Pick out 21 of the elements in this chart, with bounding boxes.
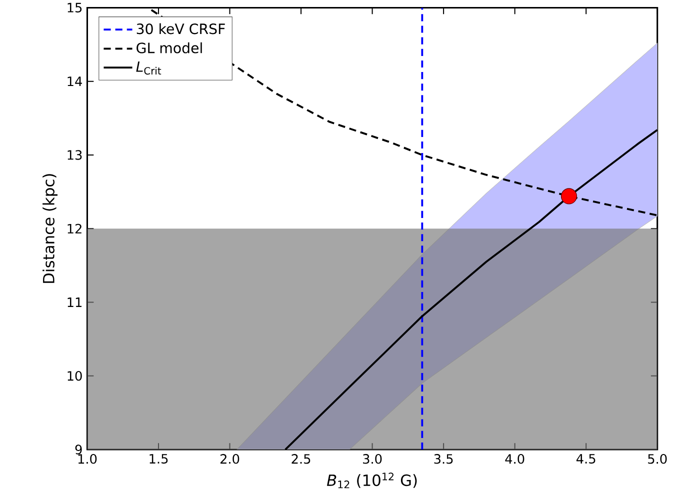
x-tick-label: 1.5 bbox=[150, 454, 168, 464]
y-tick-label: 14 bbox=[68, 76, 82, 86]
y-tick-label: 9 bbox=[75, 444, 82, 455]
x-tick-label: 4.0 bbox=[505, 454, 524, 464]
x-tick-label: 3.5 bbox=[434, 454, 453, 464]
y-tick-label: 13 bbox=[68, 150, 82, 160]
y-tick-label: 12 bbox=[68, 224, 82, 234]
y-axis-title: Distance (kpc) bbox=[42, 174, 58, 284]
legend-label: L$_{Crit}$ bbox=[136, 62, 162, 75]
x-tick-label: 3.0 bbox=[363, 454, 382, 464]
legend-label: GL model bbox=[136, 42, 202, 54]
x-tick-label: 1.0 bbox=[78, 454, 97, 464]
x-axis-title: B$_{12}$ (10$^{12}$ G) bbox=[326, 472, 417, 488]
legend-label: 30 keV CRSF bbox=[136, 23, 225, 34]
x-tick-label: 2.5 bbox=[292, 454, 310, 464]
x-tick-label: 4.5 bbox=[576, 454, 596, 464]
x-tick-label: 5.0 bbox=[648, 454, 667, 464]
y-tick-label: 11 bbox=[68, 298, 82, 308]
y-tick-label: 10 bbox=[68, 371, 82, 381]
y-tick-label: 15 bbox=[68, 3, 82, 13]
x-tick-label: 2.0 bbox=[220, 454, 240, 464]
